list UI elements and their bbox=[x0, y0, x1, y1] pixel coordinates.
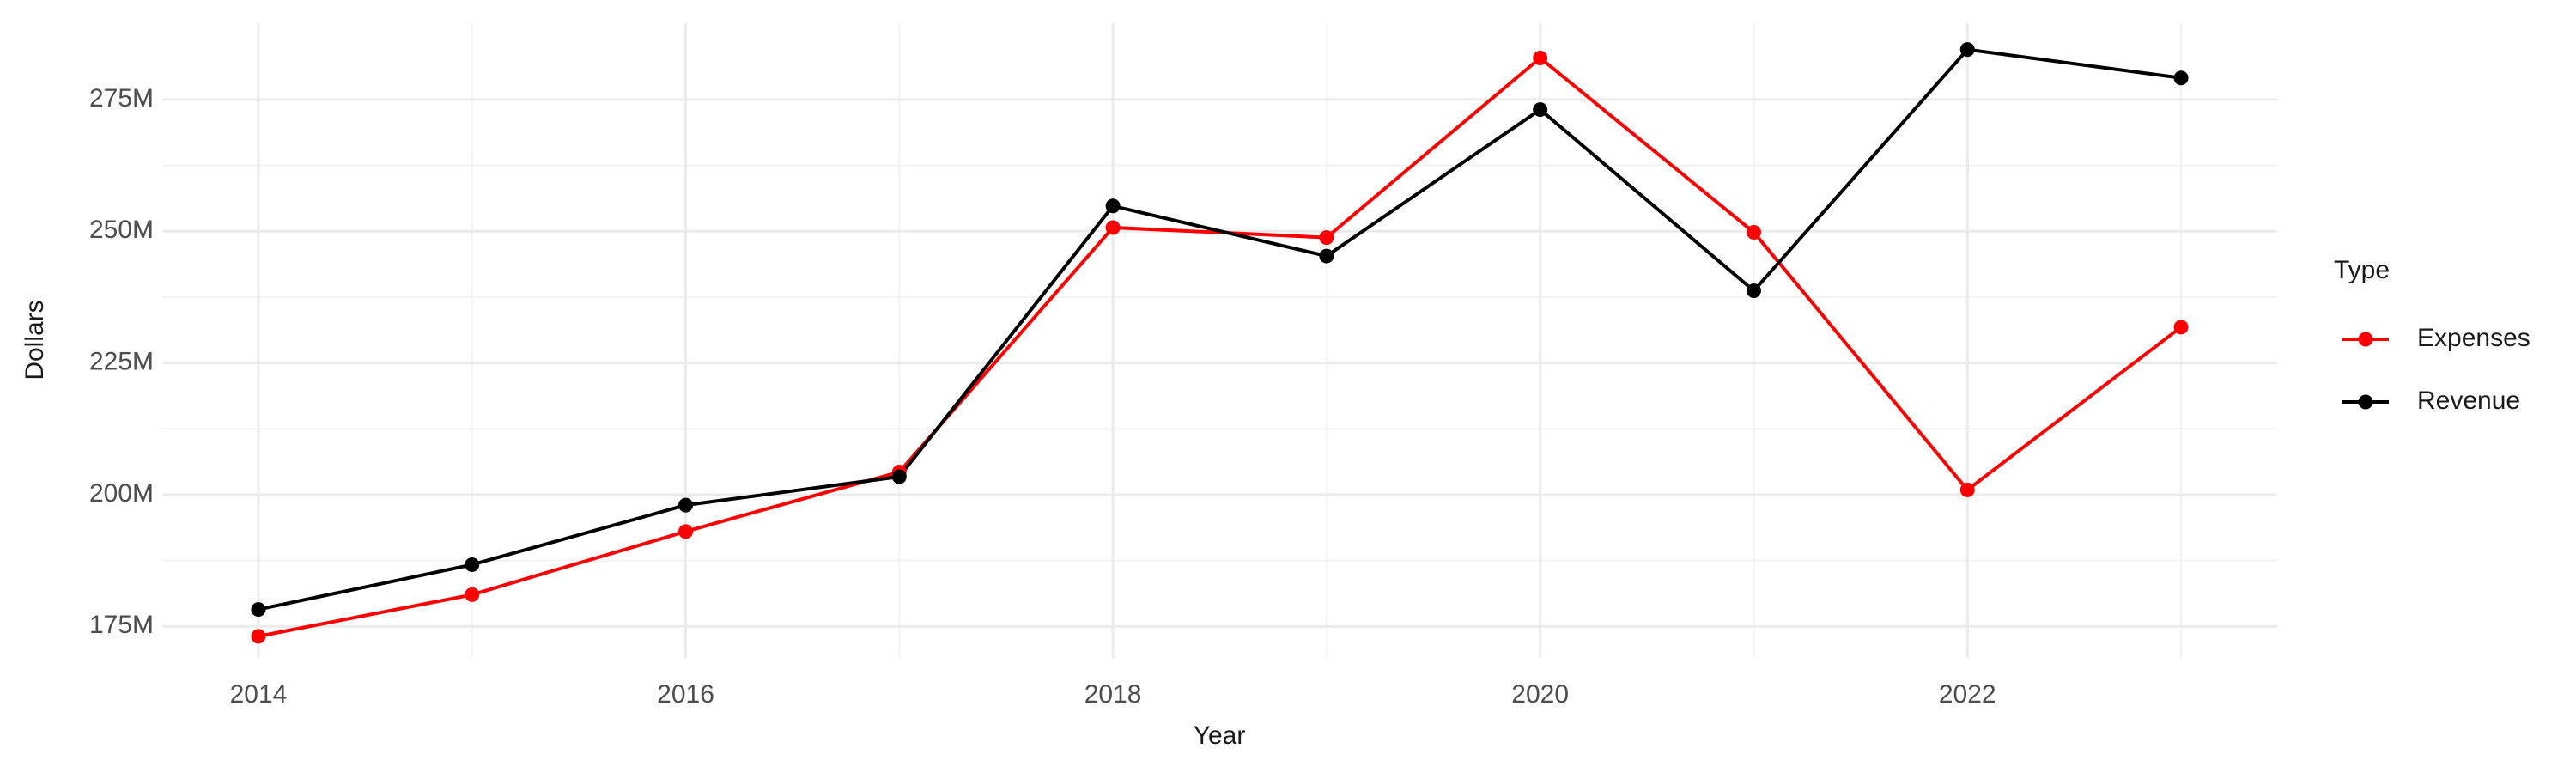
y-tick-label: 275M bbox=[89, 84, 154, 113]
data-point bbox=[1105, 198, 1121, 214]
data-point bbox=[1746, 283, 1761, 299]
x-tick-label: 2022 bbox=[1939, 680, 1996, 709]
x-tick-label: 2016 bbox=[657, 680, 714, 709]
x-tick-label: 2018 bbox=[1084, 680, 1142, 709]
points bbox=[251, 42, 2189, 644]
data-point bbox=[465, 587, 480, 602]
series-line bbox=[258, 55, 2183, 638]
y-tick-label: 200M bbox=[89, 479, 154, 508]
data-point bbox=[678, 524, 694, 539]
data-point bbox=[891, 469, 907, 484]
data-point bbox=[251, 602, 266, 618]
legend-label: Revenue bbox=[2417, 386, 2520, 415]
x-axis-title: Year bbox=[1194, 721, 1246, 750]
y-tick-label: 225M bbox=[89, 347, 154, 375]
x-tick-label: 2014 bbox=[230, 680, 288, 709]
legend-title: Type bbox=[2334, 256, 2390, 284]
legend-key-point bbox=[2358, 394, 2373, 410]
y-tick-label: 250M bbox=[89, 216, 154, 244]
data-point bbox=[2173, 320, 2189, 335]
legend-label: Expenses bbox=[2417, 324, 2530, 352]
y-axis-title: Dollars bbox=[21, 300, 49, 380]
lines bbox=[258, 47, 2183, 638]
data-point bbox=[1746, 224, 1761, 240]
data-point bbox=[1959, 42, 1975, 58]
data-point bbox=[1959, 482, 1975, 497]
legend-key-point bbox=[2358, 332, 2373, 347]
data-point bbox=[1533, 50, 1548, 65]
data-point bbox=[465, 557, 480, 572]
legend: Type Expenses Revenue bbox=[2334, 256, 2530, 415]
y-tick-label: 175M bbox=[89, 611, 154, 639]
data-point bbox=[2173, 70, 2189, 86]
series-line bbox=[258, 47, 2182, 612]
data-point bbox=[1533, 102, 1548, 118]
data-point bbox=[251, 629, 266, 644]
data-point bbox=[1319, 248, 1334, 264]
data-point bbox=[1319, 230, 1334, 246]
data-point bbox=[678, 497, 694, 513]
x-tick-label: 2020 bbox=[1511, 680, 1569, 709]
data-point bbox=[1105, 220, 1121, 235]
